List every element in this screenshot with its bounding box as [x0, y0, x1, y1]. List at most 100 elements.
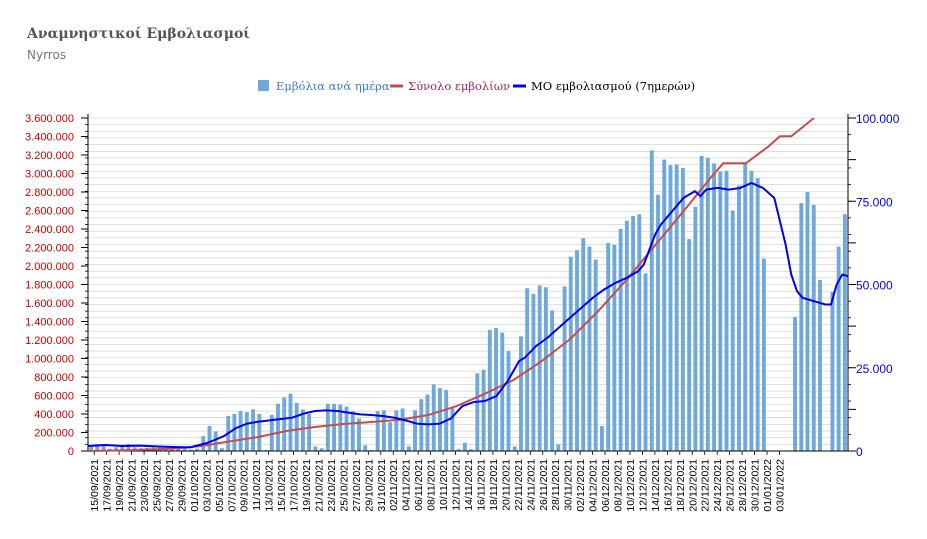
- bar: [381, 410, 386, 451]
- x-tick-label: 26/12/2021: [725, 459, 737, 512]
- bar: [761, 258, 766, 451]
- y-left-tick-label: 3.400.000: [25, 132, 74, 144]
- x-tick-label: 16/11/2021: [475, 459, 487, 511]
- bar: [176, 448, 181, 451]
- bar: [581, 238, 586, 451]
- bar: [450, 407, 455, 451]
- legend-label: Εμβόλια ανά ημέρα: [276, 79, 390, 93]
- x-tick-label: 03/10/2021: [201, 459, 213, 512]
- y-left-tick-label: 1.800.000: [25, 280, 74, 292]
- x-tick-label: 03/01/2022: [774, 459, 786, 512]
- bar: [388, 422, 393, 451]
- x-tick-label: 17/10/2021: [289, 459, 301, 512]
- x-tick-label: 31/10/2021: [376, 459, 388, 512]
- chart-subtitle: Nyrros: [27, 48, 67, 62]
- bar: [462, 442, 467, 451]
- x-tick-label: 06/11/2021: [413, 459, 425, 511]
- bar: [469, 449, 474, 451]
- bar: [195, 448, 199, 451]
- bar: [95, 444, 100, 451]
- bar: [600, 426, 604, 451]
- bar: [537, 285, 542, 451]
- bar: [394, 410, 399, 451]
- bar: [687, 239, 692, 451]
- bar: [680, 167, 685, 451]
- bar: [188, 449, 193, 451]
- y-left-tick-label: 2.400.000: [25, 224, 74, 236]
- bar: [712, 163, 716, 451]
- bar: [755, 178, 760, 451]
- bar: [419, 399, 424, 451]
- bar: [456, 449, 461, 451]
- y-left-tick-label: 2.800.000: [25, 187, 74, 199]
- bar: [805, 192, 810, 451]
- bar: [818, 279, 822, 451]
- bar: [294, 402, 299, 451]
- bar: [232, 414, 237, 451]
- cumulative-line: [87, 117, 815, 452]
- bar: [350, 411, 355, 451]
- bar: [562, 286, 567, 451]
- bar: [662, 159, 667, 451]
- legend-swatch-bars: [258, 80, 269, 91]
- bar: [400, 408, 405, 451]
- bar: [649, 150, 654, 451]
- x-tick-label: 12/12/2021: [637, 459, 649, 512]
- bar: [500, 332, 505, 451]
- y-right-tick-label: 75.000: [856, 195, 893, 209]
- x-tick-label: 29/10/2021: [363, 459, 375, 512]
- bar: [375, 411, 380, 451]
- bar: [438, 388, 442, 451]
- bar: [338, 404, 343, 451]
- x-tick-label: 08/12/2021: [613, 459, 625, 512]
- x-tick-label: 28/12/2021: [737, 459, 749, 512]
- x-tick-label: 15/10/2021: [276, 459, 288, 512]
- bar: [656, 194, 660, 451]
- x-tick-label: 14/12/2021: [650, 459, 662, 512]
- x-tick-label: 22/12/2021: [700, 459, 712, 512]
- bar: [406, 446, 411, 451]
- x-tick-label: 10/11/2021: [438, 459, 450, 511]
- x-tick-label: 14/11/2021: [463, 459, 475, 511]
- chart-title: Αναμνηστικοί Εμβολιασμοί: [27, 26, 251, 42]
- bar: [325, 403, 330, 451]
- y-right-tick-label: 100.000: [856, 112, 900, 126]
- bar: [799, 203, 804, 451]
- bar: [830, 291, 835, 451]
- x-tick-label: 24/11/2021: [525, 459, 537, 511]
- bar: [506, 351, 511, 451]
- bar: [244, 412, 249, 451]
- bar: [101, 445, 106, 451]
- legend-label: ΜΟ εμβολιασμού (7ημερών): [531, 79, 695, 93]
- bar: [519, 336, 523, 451]
- bar: [737, 185, 741, 451]
- bar: [257, 414, 262, 451]
- bar: [276, 403, 280, 451]
- bar: [332, 403, 336, 451]
- bar: [300, 409, 305, 451]
- x-tick-label: 18/11/2021: [488, 459, 500, 511]
- x-tick-label: 20/11/2021: [500, 459, 512, 511]
- y-left-tick-label: 3.000.000: [25, 169, 74, 181]
- y-left-tick-label: 3.200.000: [25, 150, 74, 162]
- y-left-tick-label: 2.200.000: [25, 243, 74, 255]
- x-tick-label: 09/10/2021: [239, 459, 251, 512]
- bar: [693, 206, 698, 451]
- x-tick-label: 27/09/2021: [164, 459, 176, 512]
- y-right-tick-label: 50.000: [856, 279, 893, 293]
- x-tick-label: 11/10/2021: [251, 459, 263, 511]
- y-left-tick-label: 1.600.000: [25, 298, 74, 310]
- x-tick-label: 24/12/2021: [712, 459, 724, 512]
- bar: [556, 444, 561, 451]
- x-tick-label: 04/11/2021: [401, 459, 413, 511]
- bar: [120, 446, 125, 451]
- bar: [481, 369, 486, 451]
- y-left-tick-label: 600.000: [34, 391, 74, 403]
- x-tick-label: 20/12/2021: [687, 459, 699, 512]
- x-tick-label: 25/09/2021: [152, 459, 164, 512]
- x-tick-label: 10/12/2021: [625, 459, 637, 512]
- bar: [606, 242, 611, 451]
- x-tick-label: 06/12/2021: [600, 459, 612, 512]
- x-tick-label: 01/01/2022: [762, 459, 774, 512]
